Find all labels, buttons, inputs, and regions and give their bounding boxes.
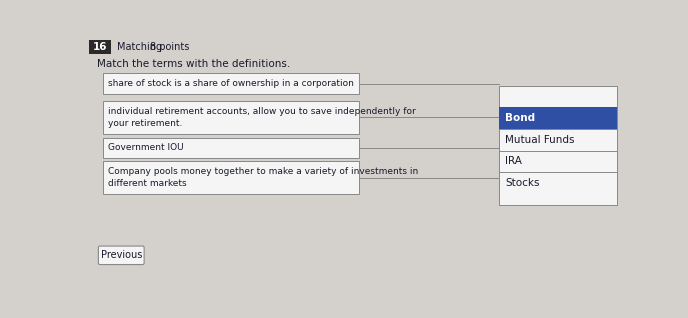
FancyBboxPatch shape [98,246,144,265]
Text: Government IOU: Government IOU [109,143,184,152]
Text: Bond: Bond [505,113,535,123]
Text: Company pools money together to make a variety of investments in
different marke: Company pools money together to make a v… [109,167,419,188]
Text: Mutual Funds: Mutual Funds [505,135,574,145]
FancyBboxPatch shape [103,161,359,194]
FancyBboxPatch shape [103,101,359,134]
Text: Match the terms with the definitions.: Match the terms with the definitions. [97,59,290,69]
Text: 16: 16 [93,42,107,52]
Text: Stocks: Stocks [505,178,540,188]
Text: share of stock is a share of ownership in a corporation: share of stock is a share of ownership i… [109,79,354,88]
FancyBboxPatch shape [499,86,617,205]
Text: Previous: Previous [100,250,142,260]
FancyBboxPatch shape [103,138,359,157]
FancyBboxPatch shape [89,40,111,54]
FancyBboxPatch shape [499,107,617,129]
Text: IRA: IRA [505,156,522,166]
Text: 8 points: 8 points [150,42,190,52]
FancyBboxPatch shape [103,73,359,94]
Text: individual retirement accounts, allow you to save independently for
your retirem: individual retirement accounts, allow yo… [109,107,416,128]
Text: Matching: Matching [117,42,162,52]
